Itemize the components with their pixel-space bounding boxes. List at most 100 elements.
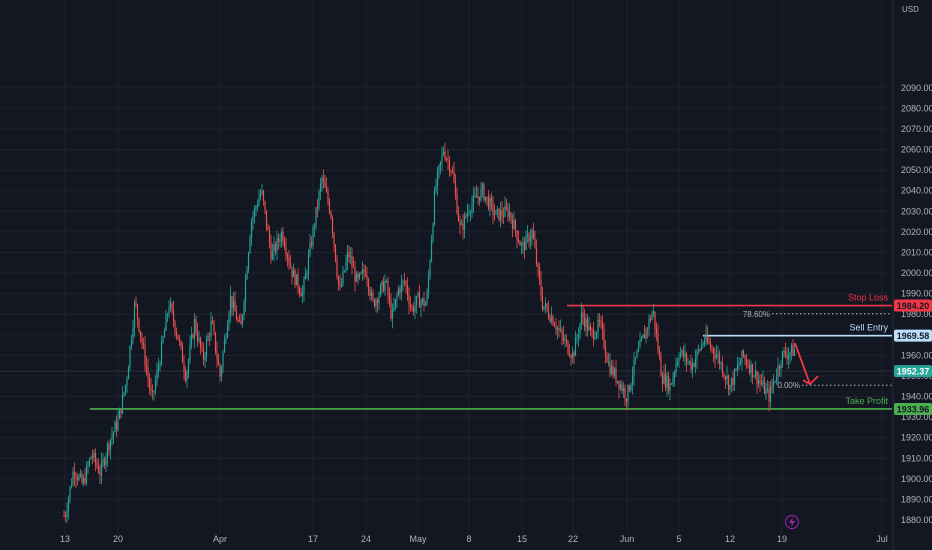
candle-body (630, 384, 632, 391)
candle-body (258, 198, 260, 206)
candle-body (112, 432, 115, 436)
candle-body (94, 452, 97, 463)
candle-body (540, 279, 542, 296)
candle-body (345, 261, 347, 271)
candle-body (745, 358, 748, 365)
candle-body (399, 288, 401, 293)
candle-body (225, 337, 227, 340)
candle-body (544, 303, 547, 307)
candle-body (174, 321, 176, 332)
candle-body (592, 330, 595, 339)
candle-body (478, 196, 481, 201)
candle-body (570, 356, 572, 358)
candle-body (561, 329, 563, 336)
candle-body (259, 193, 262, 199)
candle-body (741, 350, 743, 363)
candle-body (252, 216, 254, 222)
candle-body (763, 380, 766, 394)
candle-body (282, 231, 284, 242)
candle-body (687, 361, 689, 363)
candle-body (343, 270, 346, 272)
candle-body (87, 464, 89, 467)
candle-body (324, 180, 326, 188)
x-tick-label: 19 (777, 534, 787, 544)
candle-body (705, 333, 707, 341)
candle-body (753, 376, 755, 378)
candles (63, 142, 796, 523)
price-badge-text: 1969.58 (897, 331, 930, 341)
candle-body (79, 473, 82, 476)
candle-body (156, 370, 158, 382)
candle-body (502, 215, 505, 217)
candle-body (310, 243, 313, 246)
candle-body (387, 280, 389, 296)
candle-body (790, 345, 793, 353)
candle-body (634, 357, 637, 360)
candle-body (601, 322, 604, 330)
candle-body (723, 373, 725, 377)
candle-body (666, 376, 668, 388)
y-tick-label: 2090.00 (901, 83, 932, 93)
candle-body (346, 252, 349, 262)
candle-body (297, 274, 299, 289)
candle-body (553, 324, 556, 327)
candle-body (547, 309, 550, 318)
candle-body (204, 356, 206, 360)
candle-body (271, 251, 274, 260)
candle-body (651, 313, 653, 320)
candle-body (406, 284, 409, 296)
candle-body (64, 516, 67, 518)
candle-body (160, 342, 163, 365)
candle-body (205, 340, 208, 357)
candle-body (165, 315, 167, 331)
y-tick-label: 1990.00 (901, 289, 932, 299)
candle-body (616, 380, 619, 382)
x-tick-label: 8 (466, 534, 471, 544)
candle-body (405, 281, 407, 285)
candle-body (228, 313, 230, 327)
candle-body (694, 358, 697, 367)
candle-body (532, 230, 535, 239)
candle-body (334, 244, 337, 261)
candle-body (598, 319, 601, 322)
candle-body (667, 376, 670, 392)
candle-body (238, 320, 241, 322)
candle-body (625, 398, 628, 402)
projection-arrowhead (802, 375, 819, 386)
candle-body (726, 375, 728, 380)
candle-body (688, 361, 691, 363)
candle-body (301, 292, 304, 297)
candle-body (250, 221, 253, 238)
x-tick-label: 15 (517, 534, 527, 544)
candle-body (691, 363, 694, 370)
candle-body (754, 371, 757, 377)
replay-icon[interactable] (785, 515, 799, 529)
candle-body (358, 273, 361, 278)
candle-body (481, 184, 484, 189)
candle-body (321, 178, 323, 184)
candle-body (700, 344, 703, 350)
candle-body (294, 270, 296, 286)
y-tick-label: 1930.00 (901, 412, 932, 422)
projection-arrow[interactable] (794, 342, 811, 385)
candle-body (75, 476, 77, 479)
price-badge (894, 299, 932, 312)
candle-body (621, 384, 623, 392)
candle-body (445, 158, 448, 160)
candle-body (306, 273, 308, 275)
y-tick-label: 2070.00 (901, 124, 932, 134)
annotations: 78.60% 0.00% (743, 310, 892, 390)
candle-body (453, 171, 455, 183)
candle-body (498, 208, 500, 221)
x-tick-label: 5 (676, 534, 681, 544)
candle-body (577, 334, 580, 338)
y-tick-label: 1900.00 (901, 474, 932, 484)
candle-body (435, 186, 437, 191)
candle-body (505, 206, 508, 209)
y-tick-label: 2010.00 (901, 247, 932, 257)
x-tick-label: Jun (620, 534, 635, 544)
candle-body (520, 244, 523, 246)
candle-body (175, 331, 178, 335)
